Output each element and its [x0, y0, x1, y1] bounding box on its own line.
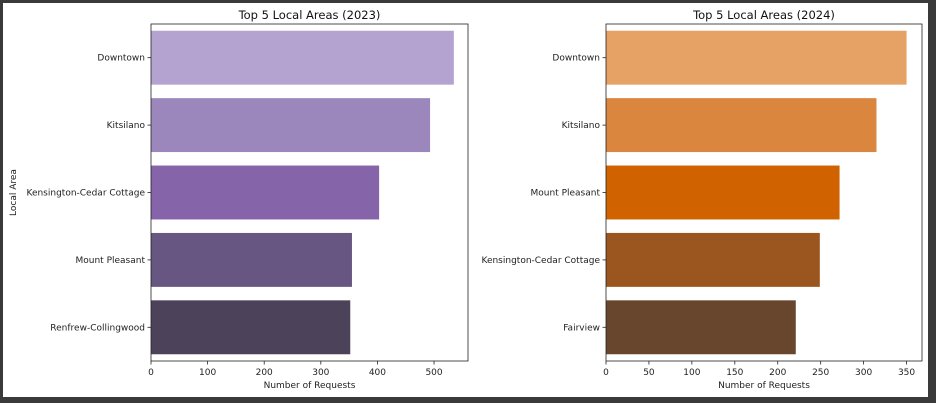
y-tick-label: Downtown — [552, 54, 600, 64]
x-tick-label: 150 — [726, 368, 743, 378]
y-tick-label: Kensington-Cedar Cottage — [26, 189, 145, 199]
y-tick-label: Kitsilano — [562, 121, 601, 131]
chart-panel-0: Downtown Kitsilano Kensington-Cedar Cottag… — [9, 8, 469, 391]
y-tick-label: Renfrew-Collingwood — [50, 323, 145, 333]
x-tick-label: 300 — [312, 368, 329, 378]
y-tick-label: Downtown — [97, 54, 145, 64]
bar — [606, 98, 877, 153]
bar — [151, 165, 380, 220]
bar — [606, 30, 907, 85]
y-axis-label: Local Area — [9, 169, 19, 216]
axes-frame — [150, 23, 469, 362]
x-tick-label: 200 — [769, 368, 786, 378]
bar — [606, 165, 840, 220]
x-tick-label: 0 — [603, 368, 609, 378]
y-tick-label: Mount Pleasant — [76, 256, 146, 266]
chart-title: Top 5 Local Areas (2024) — [692, 8, 835, 22]
x-tick-label: 100 — [199, 368, 216, 378]
bar — [151, 232, 352, 287]
bar — [606, 300, 796, 355]
chart-panel-1: Downtown Kitsilano Mount Pleasant Kensingto… — [481, 8, 923, 391]
y-tick-label: Fairview — [563, 323, 600, 333]
x-tick-label: 50 — [643, 368, 655, 378]
bar — [151, 300, 351, 355]
bar — [606, 232, 820, 287]
x-axis-label: Number of Requests — [718, 381, 810, 391]
y-tick-label: Kitsilano — [107, 121, 146, 131]
x-tick-label: 350 — [898, 368, 915, 378]
x-tick-label: 500 — [425, 368, 442, 378]
x-tick-label: 300 — [855, 368, 872, 378]
x-tick-label: 200 — [256, 368, 273, 378]
bar — [151, 30, 454, 85]
x-tick-label: 0 — [148, 368, 154, 378]
y-tick-label: Kensington-Cedar Cottage — [481, 256, 600, 266]
axes-frame — [605, 23, 923, 362]
x-tick-label: 100 — [683, 368, 700, 378]
x-tick-label: 250 — [812, 368, 829, 378]
chart-title: Top 5 Local Areas (2023) — [238, 8, 381, 22]
x-axis-label: Number of Requests — [264, 381, 356, 391]
y-tick-label: Mount Pleasant — [531, 189, 601, 199]
bar — [151, 98, 431, 153]
x-tick-label: 400 — [369, 368, 386, 378]
